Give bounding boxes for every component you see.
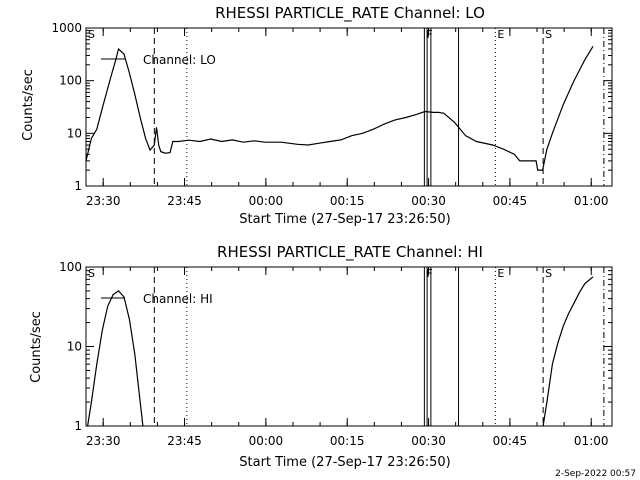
lo-event-marker-label: E <box>497 28 504 41</box>
footer-timestamp: 2-Sep-2022 00:57 <box>555 469 636 479</box>
lo-panel: RHESSI PARTICLE_RATE Channel: LO Counts/… <box>21 4 613 227</box>
hi-y-tick-label: 1 <box>74 419 82 433</box>
lo-plot-frame <box>85 27 613 187</box>
hi-y-tick-label: 10 <box>67 340 82 354</box>
lo-event-marker-label: S <box>545 28 552 41</box>
lo-chart-title: RHESSI PARTICLE_RATE Channel: LO <box>215 4 485 23</box>
hi-series-line <box>542 276 594 427</box>
lo-x-tick-label: 01:00 <box>574 194 609 208</box>
lo-x-axis-label: Start Time (27-Sep-17 23:26:50) <box>239 212 450 227</box>
lo-y-axis-label: Counts/sec <box>21 69 36 141</box>
lo-legend-label: Channel: LO <box>143 53 216 67</box>
hi-x-tick-label: 00:30 <box>411 434 446 448</box>
lo-event-marker-label: F <box>426 28 432 41</box>
hi-x-tick-label: 00:45 <box>493 434 528 448</box>
hi-plot-frame <box>85 266 613 427</box>
lo-tick-labels: 1 10 100 1000 23:30 23:45 00:00 00:15 00… <box>51 21 608 208</box>
hi-x-tick-label: 00:15 <box>330 434 365 448</box>
lo-x-tick-label: 00:30 <box>411 194 446 208</box>
hi-event-marker-label: F <box>426 267 432 280</box>
hi-x-tick-label: 00:00 <box>249 434 284 448</box>
lo-y-tick-label: 1000 <box>51 21 82 35</box>
hi-event-marker-label: E <box>497 267 504 280</box>
hi-event-marker-label: S <box>545 267 552 280</box>
lo-x-tick-label: 00:15 <box>330 194 365 208</box>
hi-event-marker-label: S <box>88 267 95 280</box>
lo-event-marker-label: S <box>88 28 95 41</box>
hi-x-axis-label: Start Time (27-Sep-17 23:26:50) <box>239 455 450 470</box>
lo-x-tick-label: 00:45 <box>493 194 528 208</box>
lo-x-tick-label: 23:30 <box>86 194 121 208</box>
lo-y-tick-label: 100 <box>59 74 82 88</box>
hi-panel: RHESSI PARTICLE_RATE Channel: HI Counts/… <box>29 243 613 470</box>
hi-chart-title: RHESSI PARTICLE_RATE Channel: HI <box>217 243 483 262</box>
lo-event-markers: S F E S <box>88 28 552 41</box>
hi-tick-labels: 1 10 100 23:30 23:45 00:00 00:15 00:30 0… <box>59 260 608 448</box>
hi-x-tick-label: 23:30 <box>86 434 121 448</box>
hi-event-markers: S F E S <box>88 267 552 280</box>
hi-y-axis-label: Counts/sec <box>29 311 44 383</box>
lo-series-line <box>85 45 594 171</box>
lo-x-tick-label: 23:45 <box>167 194 202 208</box>
lo-y-tick-label: 10 <box>67 126 82 140</box>
hi-x-tick-label: 01:00 <box>574 434 609 448</box>
lo-y-tick-label: 1 <box>74 179 82 193</box>
lo-x-tick-label: 00:00 <box>249 194 284 208</box>
hi-x-tick-label: 23:45 <box>167 434 202 448</box>
hi-legend-label: Channel: HI <box>143 292 213 306</box>
hi-series-line <box>87 290 144 427</box>
hi-y-tick-label: 100 <box>59 260 82 274</box>
